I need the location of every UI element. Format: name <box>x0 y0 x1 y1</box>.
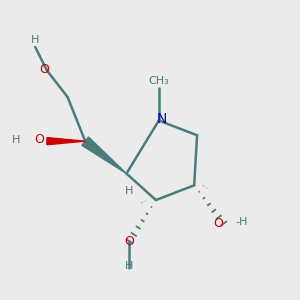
Text: H: H <box>12 135 20 145</box>
Text: O: O <box>124 235 134 248</box>
Text: O: O <box>39 62 49 76</box>
Text: -: - <box>63 138 67 148</box>
Text: ····: ···· <box>199 182 209 192</box>
Text: H: H <box>31 34 39 45</box>
Text: N: N <box>157 112 167 126</box>
Text: CH₃: CH₃ <box>148 76 169 86</box>
Text: H: H <box>125 186 134 196</box>
Polygon shape <box>47 138 85 145</box>
Polygon shape <box>82 137 126 174</box>
Text: O: O <box>213 217 223 230</box>
Text: ····: ···· <box>139 197 150 206</box>
Text: -H: -H <box>235 217 248 227</box>
Text: O: O <box>34 133 44 146</box>
Text: H: H <box>125 261 134 271</box>
